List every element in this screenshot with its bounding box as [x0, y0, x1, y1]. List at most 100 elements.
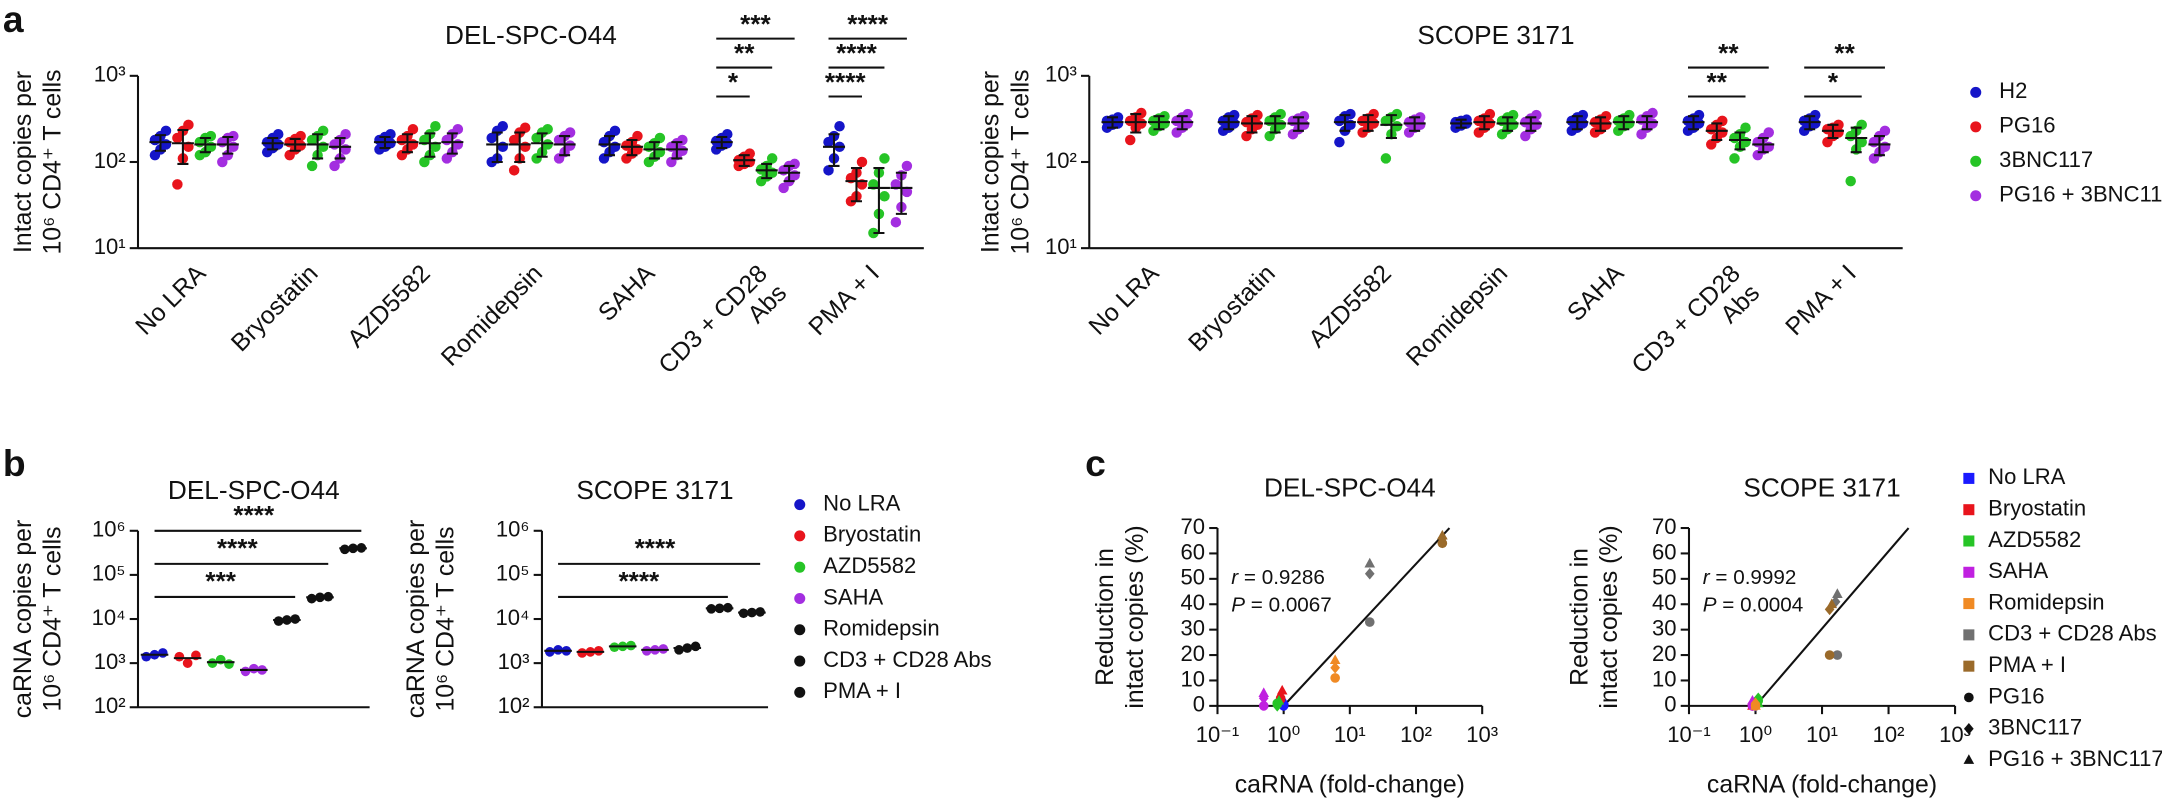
legend-label: Romidepsin	[823, 616, 939, 641]
legend-label: PMA + I	[1988, 652, 2066, 677]
error-bar	[1385, 114, 1397, 140]
stat-annotation: r = 0.9286	[1231, 566, 1325, 589]
x-tick-label: 10⁻¹	[1196, 722, 1240, 747]
data-point	[1845, 175, 1856, 187]
significance-label: ****	[825, 67, 867, 97]
significance-label: ****	[618, 566, 660, 596]
y-axis-label: Reduction in intact copies (%)	[1566, 525, 1623, 708]
error-bar	[491, 131, 503, 164]
data-point	[823, 165, 834, 176]
significance-label: *	[1828, 67, 1839, 97]
data-point	[690, 641, 701, 652]
x-tick-label: 10⁰	[1739, 722, 1773, 747]
y-tick-label: 10³	[498, 649, 530, 674]
y-tick-label: 30	[1652, 615, 1677, 640]
chart-title: SCOPE 3171	[1743, 472, 1900, 502]
data-point	[1258, 701, 1269, 711]
data-point	[508, 165, 520, 176]
legend-label: SAHA	[823, 584, 883, 609]
data-point	[174, 651, 185, 662]
y-tick-label: 50	[1181, 565, 1206, 590]
error-bar	[828, 133, 840, 167]
data-point	[1345, 108, 1356, 120]
legend-label: Bryostatin	[1988, 496, 2086, 521]
y-axis-label: caRNA copies per 10⁶ CD4⁺ T cells	[9, 520, 66, 718]
x-axis-label: caRNA (fold-change)	[1707, 771, 1937, 798]
data-point	[1750, 700, 1761, 710]
x-tick-label: Bryostatin	[1184, 260, 1281, 357]
y-tick-label: 10²	[94, 693, 126, 718]
data-point	[407, 123, 419, 135]
legend-label: No LRA	[823, 490, 900, 515]
data-point	[497, 141, 508, 153]
y-tick-label: 50	[1652, 565, 1677, 590]
y-axis-label: Intact copies per 10⁶ CD4⁺ T cells	[9, 69, 66, 254]
data-point	[1298, 110, 1310, 122]
data-point	[1275, 119, 1286, 131]
chart-title: SCOPE 3171	[576, 475, 733, 505]
chart-title: SCOPE 3171	[1417, 20, 1574, 50]
data-point	[1330, 661, 1340, 674]
legend-swatch	[794, 624, 806, 636]
data-point	[1182, 108, 1193, 120]
legend-swatch	[794, 686, 806, 698]
x-tick-label: SAHA	[593, 260, 660, 327]
data-point	[674, 645, 684, 655]
data-point	[228, 141, 239, 153]
stat-annotation: r = 0.9992	[1703, 566, 1797, 589]
data-point	[172, 132, 183, 144]
legend-label: AZD5582	[823, 553, 916, 578]
legend-swatch	[1963, 629, 1975, 641]
x-tick-label: SAHA	[1562, 260, 1629, 327]
y-tick-label: 0	[1664, 692, 1676, 717]
x-tick-label: No LRA	[131, 260, 212, 341]
data-point	[248, 663, 259, 674]
data-point	[452, 123, 464, 135]
chart-title: DEL-SPC-O44	[1264, 472, 1436, 502]
data-point	[340, 128, 351, 140]
significance-label: ****	[233, 500, 275, 530]
error-bar	[873, 167, 885, 235]
data-point	[1832, 588, 1843, 598]
data-point	[1329, 654, 1341, 665]
data-point	[609, 125, 621, 137]
legend-swatch	[1970, 155, 1982, 167]
data-point	[329, 160, 340, 172]
data-point	[222, 149, 234, 161]
data-point	[1693, 109, 1705, 121]
significance-label: ****	[836, 38, 878, 68]
legend-swatch	[1970, 190, 1982, 202]
data-point	[1330, 673, 1340, 683]
y-axis-label: Intact copies per 10⁶ CD4⁺ T cells	[977, 69, 1034, 254]
data-point	[593, 646, 604, 656]
error-bar	[401, 133, 413, 154]
legend-label: PG16	[1988, 683, 2044, 708]
y-tick-label: 10²	[94, 148, 126, 173]
data-point	[1647, 118, 1658, 129]
data-point	[1124, 134, 1136, 146]
data-point	[654, 132, 666, 144]
data-point	[228, 130, 239, 142]
x-tick-label: 10¹	[1806, 722, 1838, 747]
data-point	[205, 141, 217, 153]
x-axis-label: caRNA (fold-change)	[1235, 771, 1465, 798]
legend-swatch	[1963, 504, 1975, 516]
x-tick-label: PMA + I	[1781, 260, 1862, 341]
y-tick-label: 10⁶	[496, 517, 530, 542]
data-point	[901, 160, 913, 172]
panel-letter: c	[1085, 442, 1106, 484]
data-point	[879, 191, 890, 202]
error-bar	[1850, 126, 1862, 154]
chart-title: DEL-SPC-O44	[168, 475, 340, 505]
legend-label: H2	[1999, 78, 2027, 103]
data-point	[1364, 567, 1375, 580]
x-tick-label: No LRA	[1084, 260, 1165, 341]
data-point	[1380, 153, 1392, 164]
x-tick-label: 10¹	[1334, 722, 1366, 747]
data-point	[677, 134, 688, 146]
legend-label: Romidepsin	[1988, 589, 2104, 614]
data-point	[834, 120, 845, 132]
significance-label: ***	[205, 566, 236, 596]
legend-swatch	[794, 655, 806, 667]
data-point	[1832, 650, 1843, 660]
